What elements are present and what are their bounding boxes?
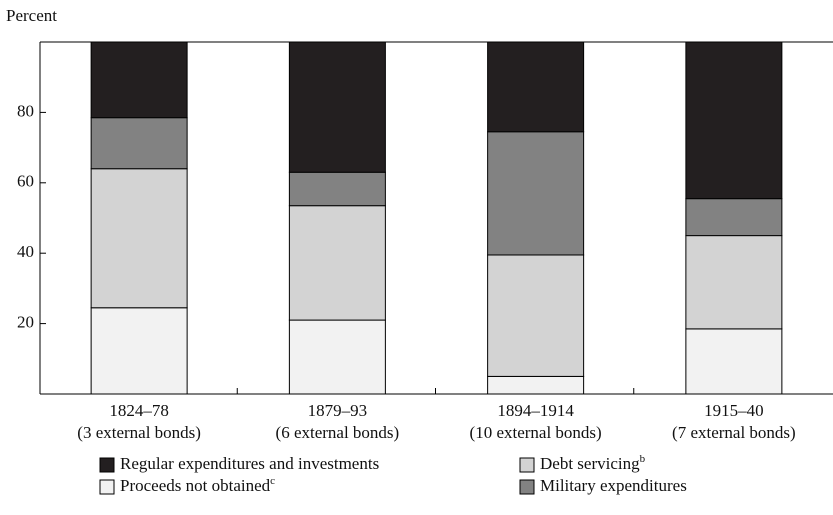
- bar-segment: [90, 168, 188, 309]
- y-tick-label: 40: [17, 242, 34, 261]
- x-tick-label: 1894–1914: [497, 401, 574, 420]
- legend-name: Proceeds not obtained: [120, 476, 271, 495]
- bar-segment: [685, 328, 783, 395]
- bar-segment: [288, 171, 386, 207]
- legend-note: c: [270, 475, 275, 487]
- legend-label: Regular expenditures and investments: [120, 454, 379, 473]
- bar-segment: [487, 375, 585, 395]
- legend-note: b: [640, 453, 646, 465]
- bar-segment: [288, 205, 386, 321]
- legend-name: Military expenditures: [540, 476, 687, 495]
- legend-name: Debt servicing: [540, 454, 640, 473]
- y-tick-label: 60: [17, 172, 34, 191]
- bar-segment: [487, 131, 585, 256]
- bar-segment: [90, 307, 188, 395]
- y-axis-label: Percent: [6, 6, 57, 25]
- legend-name: Regular expenditures and investments: [120, 454, 379, 473]
- x-tick-label: (3 external bonds): [77, 423, 201, 442]
- x-tick-label: (7 external bonds): [672, 423, 796, 442]
- bar-segment: [288, 319, 386, 395]
- bar-segment: [685, 198, 783, 237]
- legend-label: Debt servicingb: [540, 453, 646, 473]
- x-tick-label: 1879–93: [308, 401, 368, 420]
- bar-segment: [288, 41, 386, 173]
- bar-segment: [90, 41, 188, 119]
- legend-label: Proceeds not obtainedc: [120, 475, 275, 495]
- bar-segment: [487, 254, 585, 377]
- x-tick-label: (10 external bonds): [470, 423, 602, 442]
- legend-swatch: [99, 457, 115, 473]
- x-tick-label: 1915–40: [704, 401, 764, 420]
- y-tick-label: 80: [17, 101, 34, 120]
- bar-segment: [685, 41, 783, 200]
- x-tick-label: 1824–78: [109, 401, 169, 420]
- bar-segment: [90, 117, 188, 170]
- legend-label: Military expenditures: [540, 476, 687, 495]
- bar-segment: [685, 235, 783, 330]
- legend-swatch: [519, 457, 535, 473]
- legend-swatch: [519, 479, 535, 495]
- bar-segment: [487, 41, 585, 133]
- x-tick-label: (6 external bonds): [276, 423, 400, 442]
- y-tick-label: 20: [17, 313, 34, 332]
- legend-swatch: [99, 479, 115, 495]
